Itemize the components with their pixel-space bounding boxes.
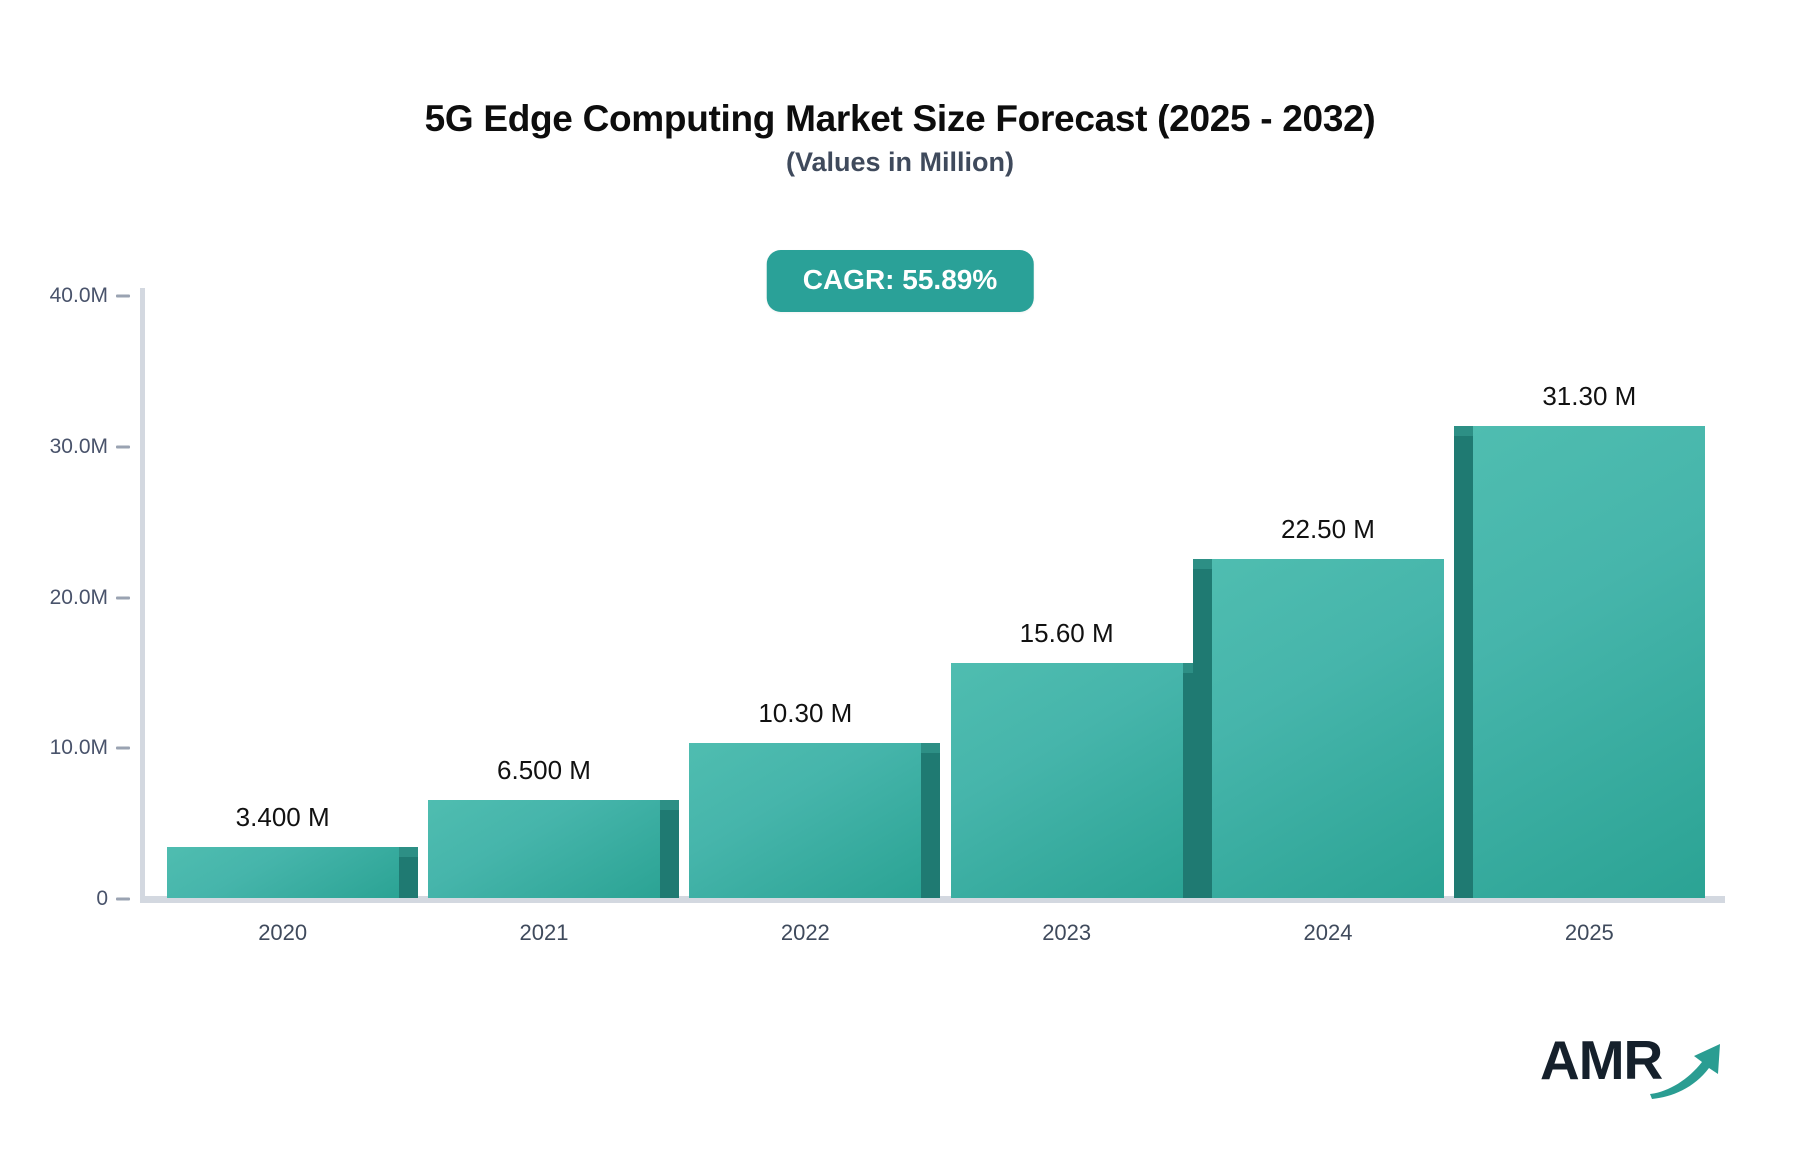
bar: 6.500 M <box>428 755 679 898</box>
x-axis-tick-label: 2023 <box>1042 920 1092 945</box>
bar: 3.400 M <box>166 802 418 898</box>
bar-side-3d <box>1454 436 1474 898</box>
x-axis-tick-label: 2022 <box>780 920 830 945</box>
bar-top-bevel <box>1193 558 1212 569</box>
y-axis-spine <box>140 288 145 900</box>
y-axis-tick-label: 10.0M <box>49 736 108 760</box>
bar-side-3d <box>398 856 418 898</box>
bar-value-label: 15.60 M <box>1019 617 1114 648</box>
x-axis-tick-label: 2024 <box>1303 920 1353 945</box>
y-axis-tick-label: 0 <box>96 887 108 910</box>
amr-wordmark: AMR <box>1540 1029 1663 1091</box>
bar-top-bevel <box>921 742 941 753</box>
bar-face <box>950 662 1183 898</box>
y-axis-tick-label: 40.0M <box>49 284 108 307</box>
cagr-badge: CAGR: 55.89% <box>766 250 1034 312</box>
bar: 22.50 M <box>1193 514 1444 898</box>
bar-value-label: 10.30 M <box>758 697 853 728</box>
bar-side-3d <box>1193 568 1212 898</box>
bar-top-bevel <box>660 800 679 811</box>
x-axis-baseline <box>140 896 1725 903</box>
bar: 15.60 M <box>950 618 1202 898</box>
x-axis-tick-label: 2021 <box>519 920 569 945</box>
y-axis-tick-mark <box>116 445 130 449</box>
bar-top-bevel <box>398 846 418 857</box>
bar-side-3d <box>660 810 679 898</box>
bar-face <box>1212 558 1444 898</box>
bar-value-label: 3.400 M <box>235 801 330 832</box>
bar: 31.30 M <box>1454 381 1706 898</box>
y-axis-tick-mark <box>116 294 130 298</box>
page-title: 5G Edge Computing Market Size Forecast (… <box>424 98 1376 139</box>
x-axis-tick-label: 2020 <box>258 920 308 945</box>
bar-side-3d <box>921 752 941 898</box>
bar-top-bevel <box>1454 426 1474 437</box>
y-axis-tick-label: 30.0M <box>49 434 108 458</box>
x-axis-tick-label: 2025 <box>1564 920 1614 945</box>
y-axis-tick-mark <box>116 897 130 901</box>
bar-value-label: 22.50 M <box>1281 513 1375 544</box>
bar: 10.30 M <box>689 698 941 898</box>
y-axis-tick-mark <box>116 746 130 750</box>
growth-arrow-icon <box>1648 1038 1728 1105</box>
y-axis-tick-label: 20.0M <box>49 585 108 609</box>
bar-face <box>1473 426 1706 898</box>
bar-face <box>689 742 922 898</box>
amr-logo: AMR <box>1540 1030 1720 1100</box>
bar-face <box>166 846 399 898</box>
bar-face <box>428 800 660 898</box>
bar-value-label: 6.500 M <box>497 755 591 786</box>
bar-top-bevel <box>1182 662 1202 673</box>
y-axis-tick-mark <box>116 596 130 599</box>
chart-subtitle: (Values in Million) <box>785 147 1015 177</box>
bar-value-label: 31.30 M <box>1542 381 1637 412</box>
